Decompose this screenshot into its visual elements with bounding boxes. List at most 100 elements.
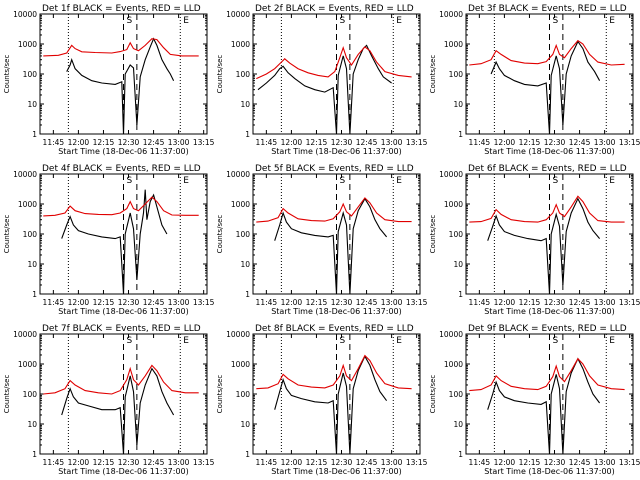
x-tick-label: 12:00 (68, 298, 90, 307)
lld-line (43, 38, 199, 57)
y-tick-label: 1 (245, 450, 250, 459)
events-line (61, 367, 175, 455)
x-tick-label: 12:45 (569, 458, 591, 467)
start-marker-symbol: S (340, 176, 346, 186)
x-tick-label: 13:15 (406, 138, 428, 147)
lld-line (469, 357, 625, 392)
y-tick-label: 1000 (18, 40, 37, 49)
x-tick-label: 11:45 (469, 298, 491, 307)
y-tick-label: 100 (236, 70, 251, 79)
y-tick-label: 100 (23, 70, 38, 79)
y-tick-label: 1000 (231, 360, 250, 369)
y-tick-label: 10 (240, 100, 250, 109)
x-tick-label: 11:45 (256, 298, 278, 307)
y-tick-label: 10000 (226, 10, 250, 19)
y-tick-label: 10000 (13, 330, 37, 339)
x-tick-label: 11:45 (469, 138, 491, 147)
x-tick-label: 11:45 (43, 458, 65, 467)
x-tick-label: 12:15 (519, 138, 541, 147)
y-tick-label: 100 (449, 390, 464, 399)
x-tick-label: 12:00 (494, 138, 516, 147)
y-tick-label: 10000 (439, 330, 463, 339)
y-tick-label: 10000 (226, 170, 250, 179)
x-tick-label: 12:30 (331, 458, 353, 467)
panel-title: Det 3f BLACK = Events, RED = LLD (468, 4, 627, 14)
x-tick-label: 12:30 (118, 458, 140, 467)
end-marker-symbol: E (183, 176, 189, 186)
detector-panel: Det 3f BLACK = Events, RED = LLD 1 10 100 10… (429, 4, 640, 156)
x-tick-label: 13:00 (594, 138, 616, 147)
x-tick-label: 13:00 (381, 458, 403, 467)
x-tick-label: 11:45 (469, 458, 491, 467)
x-tick-label: 12:15 (306, 138, 328, 147)
y-tick-label: 1000 (231, 200, 250, 209)
start-marker-symbol: S (553, 16, 559, 26)
y-tick-label: 1000 (444, 360, 463, 369)
x-tick-label: 13:15 (193, 458, 215, 467)
y-tick-label: 10 (240, 420, 250, 429)
x-tick-label: 12:45 (569, 138, 591, 147)
y-tick-label: 10000 (439, 10, 463, 19)
y-axis-label: Counts/sec (429, 55, 437, 94)
y-tick-label: 10 (27, 420, 37, 429)
detector-panel: Det 2f BLACK = Events, RED = LLD 1 10 100 10… (216, 4, 428, 156)
x-tick-label: 12:15 (93, 458, 115, 467)
x-tick-label: 12:15 (93, 298, 115, 307)
y-tick-label: 1 (458, 130, 463, 139)
x-tick-label: 13:00 (381, 138, 403, 147)
x-tick-label: 12:00 (68, 138, 90, 147)
y-tick-label: 10 (453, 420, 463, 429)
lld-line (43, 364, 199, 395)
x-tick-label: 11:45 (43, 138, 65, 147)
x-tick-label: 13:15 (406, 458, 428, 467)
x-tick-label: 12:30 (331, 138, 353, 147)
x-tick-label: 12:15 (306, 458, 328, 467)
y-tick-label: 1 (458, 450, 463, 459)
y-tick-label: 100 (236, 230, 251, 239)
y-axis-label: Counts/sec (216, 215, 224, 254)
y-tick-label: 1000 (231, 40, 250, 49)
panel-title: Det 7f BLACK = Events, RED = LLD (42, 324, 201, 334)
y-axis-label: Counts/sec (3, 55, 11, 94)
x-axis-label: Start Time (18-Dec-06 11:37:00) (58, 307, 189, 316)
panel-title: Det 5f BLACK = Events, RED = LLD (255, 164, 414, 174)
events-line (487, 357, 601, 455)
y-tick-label: 10000 (439, 170, 463, 179)
y-tick-label: 100 (23, 230, 38, 239)
detector-panel: Det 6f BLACK = Events, RED = LLD 1 10 100 10… (429, 164, 640, 316)
x-tick-label: 12:45 (143, 138, 165, 147)
x-tick-label: 11:45 (43, 298, 65, 307)
y-axis-label: Counts/sec (216, 55, 224, 94)
events-line (274, 355, 388, 455)
x-tick-label: 12:30 (544, 298, 566, 307)
lld-line (256, 197, 412, 223)
x-tick-label: 12:45 (356, 458, 378, 467)
end-marker-symbol: E (396, 336, 402, 346)
detector-panel: Det 8f BLACK = Events, RED = LLD 1 10 100 10… (216, 324, 428, 476)
x-tick-label: 12:30 (331, 298, 353, 307)
x-tick-label: 12:15 (93, 138, 115, 147)
y-tick-label: 10 (453, 100, 463, 109)
events-line (66, 37, 175, 135)
start-marker-symbol: S (127, 176, 133, 186)
y-tick-label: 10 (240, 260, 250, 269)
start-marker-symbol: S (553, 336, 559, 346)
x-tick-label: 12:30 (544, 458, 566, 467)
x-axis-label: Start Time (18-Dec-06 11:37:00) (484, 147, 615, 156)
y-tick-label: 1 (32, 130, 37, 139)
end-marker-symbol: E (609, 16, 615, 26)
detector-panel: Det 9f BLACK = Events, RED = LLD 1 10 100 10… (429, 324, 640, 476)
lld-line (469, 195, 625, 223)
x-tick-label: 12:30 (544, 138, 566, 147)
x-tick-label: 12:15 (519, 458, 541, 467)
events-line (487, 197, 601, 295)
x-axis-label: Start Time (18-Dec-06 11:37:00) (484, 467, 615, 476)
y-tick-label: 100 (236, 390, 251, 399)
y-tick-label: 10 (27, 260, 37, 269)
x-tick-label: 13:15 (619, 458, 640, 467)
y-tick-label: 10000 (13, 170, 37, 179)
y-axis-label: Counts/sec (3, 375, 11, 414)
x-axis-label: Start Time (18-Dec-06 11:37:00) (58, 467, 189, 476)
x-axis-label: Start Time (18-Dec-06 11:37:00) (271, 467, 402, 476)
x-tick-label: 12:30 (118, 138, 140, 147)
